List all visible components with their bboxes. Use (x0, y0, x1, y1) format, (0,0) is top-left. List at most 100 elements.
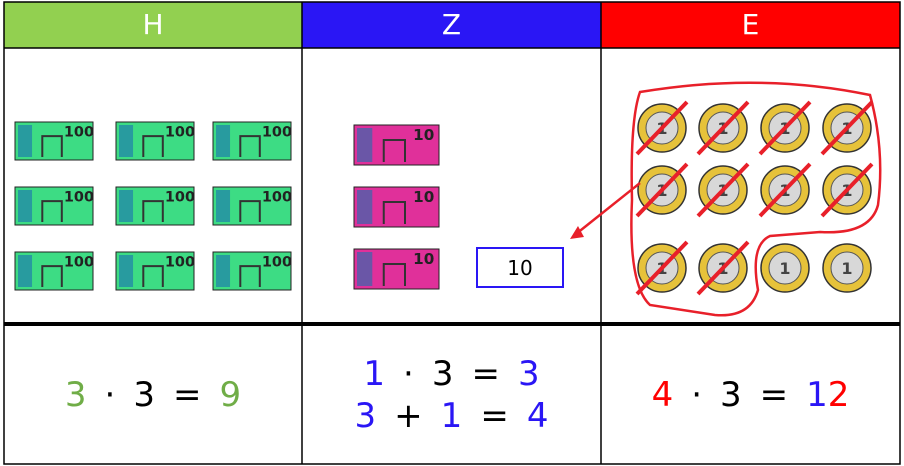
equation-symbol: 3 (64, 375, 87, 415)
equation-term: 9 (219, 374, 241, 416)
cross-mark (820, 100, 874, 156)
note-label: 100 (262, 189, 292, 205)
equation-term: · (403, 353, 414, 395)
note-label: 100 (262, 254, 292, 270)
equation-symbol: 3 (720, 375, 742, 415)
arrow-head (570, 226, 584, 239)
one-euro-coin: 1 (635, 100, 689, 156)
value-box-label: 10 (507, 256, 532, 280)
hundred-euro-note: 100 (14, 251, 94, 291)
hundred-euro-note: 100 (14, 121, 94, 161)
header-cell (302, 2, 601, 48)
ten-euro-note: 10 (353, 248, 440, 290)
equation-symbol: 1 (806, 375, 828, 415)
note-label: 100 (64, 254, 94, 270)
note-label: 100 (64, 189, 94, 205)
note-label: 100 (165, 189, 195, 205)
equation-line: 4 · 3 = 12 (643, 374, 859, 416)
equation-symbol: 4 (651, 375, 674, 415)
note-label: 100 (165, 124, 195, 140)
hundred-euro-note: 100 (115, 186, 195, 226)
equation-term: 3 (432, 353, 454, 395)
one-euro-coin: 1 (820, 162, 874, 218)
equation-term: 1 (441, 395, 463, 437)
equation-symbol: 4 (526, 396, 549, 436)
one-euro-coin: 1 (696, 240, 750, 296)
equation-line: 3 · 3 = 9 (56, 374, 250, 416)
equation-term: 3 (133, 374, 155, 416)
note-gate (142, 200, 164, 222)
hundred-euro-note: 100 (14, 186, 94, 226)
note-gate (41, 265, 63, 287)
note-gate (41, 135, 63, 157)
equation-symbol: + (394, 396, 423, 436)
note-stripe (18, 190, 33, 222)
header-label: H (142, 8, 163, 41)
equation-term: 3 (518, 353, 540, 395)
note-gate (239, 265, 261, 287)
hundred-euro-note: 100 (115, 121, 195, 161)
note-stripe (216, 190, 231, 222)
note-stripe (216, 255, 231, 287)
hundred-euro-note: 100 (115, 251, 195, 291)
one-euro-coin: 1 (822, 243, 872, 293)
ten-euro-note: 10 (353, 186, 440, 228)
coin-label: 1 (779, 259, 790, 278)
table-border (3, 1, 901, 465)
note-label: 10 (413, 250, 434, 268)
cross-mark (635, 100, 689, 156)
equation-symbol: = (471, 354, 500, 394)
coin-center (830, 251, 864, 285)
equation-symbol: · (104, 375, 116, 415)
header-cell (4, 2, 302, 48)
note-gate (382, 201, 406, 224)
note-stripe (119, 190, 134, 222)
equation-term: 4 (652, 374, 674, 416)
equation-symbol: = (480, 396, 509, 436)
equation-term: 4 (527, 395, 549, 437)
group-loop (630, 81, 882, 317)
equation-term: 12 (806, 374, 849, 416)
equation-symbol: · (691, 375, 703, 415)
cross-mark (696, 240, 750, 296)
note-gate (239, 200, 261, 222)
cross-mark (696, 162, 750, 218)
header-cell (601, 2, 900, 48)
equation-symbol: 1 (363, 354, 386, 394)
cross-mark (758, 162, 812, 218)
equation-term: 3 (720, 374, 742, 416)
header-label: Z (442, 8, 461, 41)
note-label: 10 (413, 188, 434, 206)
one-euro-coin: 1 (635, 162, 689, 218)
note-stripe (119, 125, 134, 157)
cross-mark (635, 162, 689, 218)
note-gate (142, 135, 164, 157)
note-stripe (216, 125, 231, 157)
note-stripe (357, 252, 373, 286)
equation-symbol: · (403, 354, 414, 394)
one-euro-coin: 1 (696, 100, 750, 156)
header-label: E (742, 8, 760, 41)
note-label: 100 (64, 124, 94, 140)
one-euro-coin: 1 (760, 243, 810, 293)
coin-label: 1 (841, 259, 852, 278)
cross-mark (820, 162, 874, 218)
note-label: 100 (165, 254, 195, 270)
note-stripe (18, 255, 33, 287)
equation-line: 3 +1 = 4 (346, 395, 558, 437)
cross-mark (696, 100, 750, 156)
note-stripe (357, 190, 373, 224)
equation-term: · (105, 374, 116, 416)
note-gate (142, 265, 164, 287)
note-gate (382, 139, 406, 162)
equation-symbol: 3 (133, 375, 155, 415)
equation-term: 3 (65, 374, 87, 416)
equation-symbol: 2 (827, 375, 850, 415)
equation-line: 1 · 3 = 3 (354, 353, 548, 395)
value-box (476, 247, 564, 288)
equation-cell: 4 · 3 = 12 (601, 326, 900, 464)
note-stripe (18, 125, 33, 157)
note-stripe (119, 255, 134, 287)
